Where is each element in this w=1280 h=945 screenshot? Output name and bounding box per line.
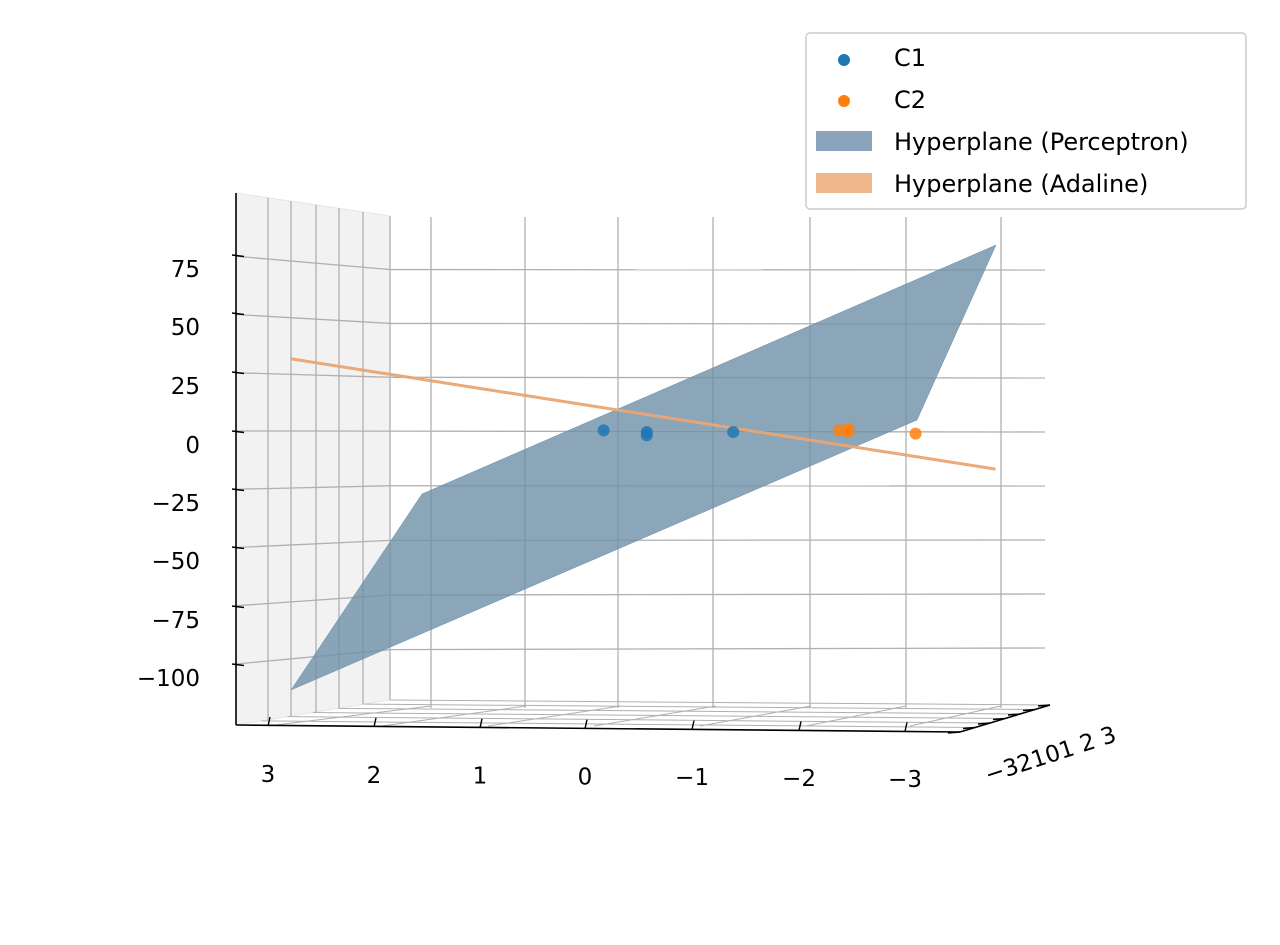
z-tick-label: −75 bbox=[151, 608, 200, 634]
x-tick-label: −2 bbox=[782, 766, 816, 792]
legend-label-perceptron: Hyperplane (Perceptron) bbox=[894, 128, 1189, 156]
scatter-point-c1 bbox=[597, 424, 610, 437]
scatter-point-c1 bbox=[727, 426, 740, 438]
legend-label-c1: C1 bbox=[894, 44, 926, 72]
z-tick bbox=[231, 254, 245, 258]
y-tick bbox=[947, 731, 961, 734]
y-tick-labels-overlapped: −32101 2 3 bbox=[982, 722, 1120, 789]
legend-marker-c1 bbox=[838, 54, 850, 66]
x-tick bbox=[267, 716, 271, 727]
floor-grid-line bbox=[287, 716, 991, 724]
x-axis-ticks: 3 2 1 0 −1 −2 −3 bbox=[261, 716, 922, 793]
scatter-points bbox=[597, 422, 922, 442]
x-tick bbox=[479, 718, 483, 728]
y-tick bbox=[1022, 708, 1036, 712]
y-tick bbox=[992, 717, 1006, 721]
y-tick bbox=[1007, 713, 1021, 716]
pane-grid-hline bbox=[235, 539, 391, 549]
legend-label-adaline: Hyperplane (Adaline) bbox=[894, 170, 1148, 198]
z-tick-label: 25 bbox=[171, 374, 200, 400]
scatter-point-c2 bbox=[842, 426, 855, 438]
pane-grid-hline bbox=[235, 485, 391, 490]
legend: C1 C2 Hyperplane (Perceptron) Hyperplane… bbox=[805, 32, 1247, 210]
floor-grid-depth bbox=[267, 705, 432, 727]
floor-grid-depth bbox=[699, 705, 812, 727]
floor-grid-line bbox=[261, 720, 976, 728]
z-tick bbox=[231, 546, 245, 550]
z-tick-label: −100 bbox=[137, 666, 200, 692]
floor-grid-line bbox=[389, 699, 1051, 706]
x-tick bbox=[691, 720, 695, 730]
legend-box bbox=[805, 32, 1247, 210]
legend-swatch-adaline bbox=[816, 173, 872, 193]
z-tick bbox=[231, 371, 245, 375]
scatter-point-c1 bbox=[640, 429, 653, 442]
z-tick-label: 75 bbox=[171, 257, 200, 283]
z-tick bbox=[231, 430, 245, 434]
floor-grid-depth bbox=[381, 705, 527, 727]
x-tick bbox=[904, 722, 908, 732]
z-tick-label: −25 bbox=[151, 491, 200, 517]
z-axis-ticks: 75 50 25 0 −25 −50 −75 −100 bbox=[137, 254, 245, 692]
scatter-point-c2 bbox=[909, 427, 922, 440]
hyperplane-adaline bbox=[291, 357, 996, 471]
legend-marker-c2 bbox=[838, 95, 850, 107]
floor-grid-depth bbox=[909, 705, 1002, 727]
x-tick bbox=[798, 721, 802, 731]
x-tick-label: 3 bbox=[261, 762, 276, 788]
scatter-point-c2 bbox=[832, 424, 845, 437]
y-axis-ticks bbox=[947, 704, 1051, 734]
floor-grid-depth bbox=[487, 705, 622, 727]
floor-grid-line bbox=[338, 707, 1021, 715]
x-tick bbox=[584, 719, 588, 729]
y-tick bbox=[1037, 704, 1051, 707]
legend-label-c2: C2 bbox=[894, 86, 926, 114]
back-grid-hline bbox=[389, 647, 1046, 651]
floor-grid-depth bbox=[593, 705, 717, 727]
floor-grid-line bbox=[364, 703, 1036, 710]
x-tick bbox=[373, 717, 377, 728]
x-axis-line bbox=[235, 724, 961, 733]
x-tick-label: −1 bbox=[675, 765, 709, 791]
hyperplane-perceptron bbox=[290, 244, 997, 691]
y-tick bbox=[962, 726, 976, 730]
x-tick-label: 1 bbox=[473, 764, 488, 790]
legend-swatch-perceptron bbox=[816, 131, 872, 151]
z-tick bbox=[231, 312, 245, 316]
pane-grid-hline bbox=[235, 313, 391, 325]
z-tick-label: 50 bbox=[171, 315, 200, 341]
y-tick bbox=[977, 722, 991, 725]
x-tick-label: −3 bbox=[888, 767, 922, 793]
z-tick-label: −50 bbox=[151, 549, 200, 575]
z-tick-label: 0 bbox=[185, 433, 200, 459]
z-tick bbox=[231, 663, 245, 667]
pane-grid-hline bbox=[235, 255, 391, 271]
floor-grid-depth bbox=[805, 705, 907, 727]
x-tick-label: 2 bbox=[367, 763, 382, 789]
x-tick-label: 0 bbox=[578, 764, 593, 790]
z-tick bbox=[231, 488, 245, 492]
z-tick bbox=[231, 605, 245, 609]
pane-grid-hline bbox=[235, 372, 391, 378]
